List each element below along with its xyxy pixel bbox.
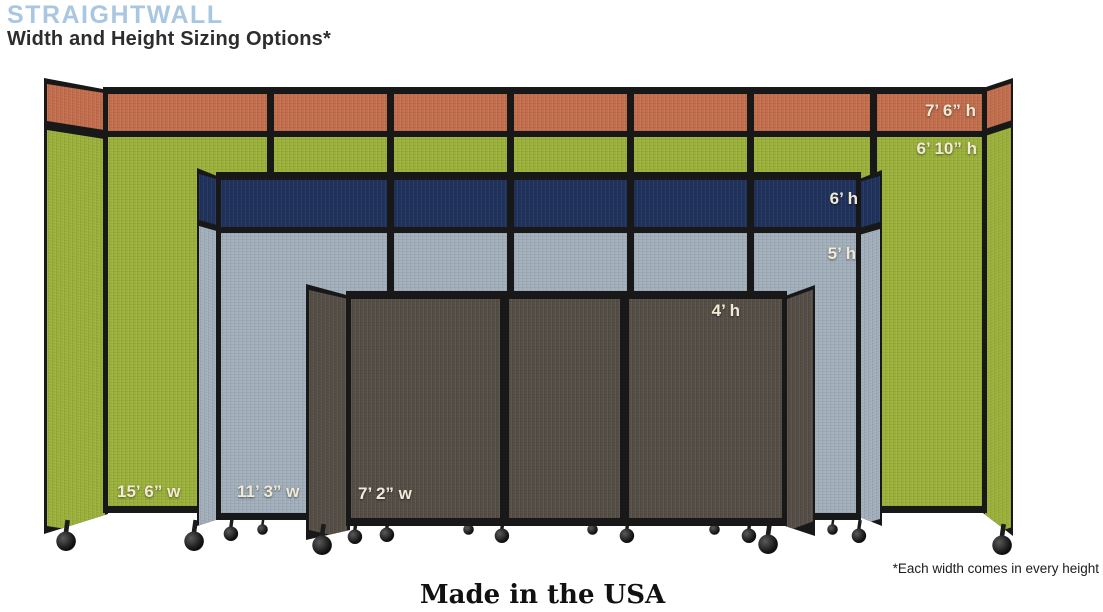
caster-wheel	[740, 519, 759, 551]
height-label-4ft: 4’ h	[711, 301, 740, 320]
caster-wheel	[346, 520, 365, 552]
partition-large-right-wing	[983, 78, 1013, 536]
caster-wheel	[990, 523, 1015, 565]
caster-wheel	[378, 518, 397, 550]
height-label-6ft10: 6’ 10” h	[916, 139, 977, 158]
width-label-7ft2: 7’ 2” w	[358, 484, 412, 503]
caster-wheel	[756, 522, 781, 564]
caster-wheel	[850, 519, 869, 551]
width-label-11ft3: 11’ 3” w	[237, 482, 300, 501]
caster-wheel	[493, 519, 512, 551]
caster-wheel	[618, 519, 637, 551]
partition-small-right-wing	[785, 285, 815, 536]
made-in-usa-label: Made in the USA	[419, 580, 666, 610]
partition-small-left-wing	[306, 284, 350, 540]
caster-wheel	[256, 517, 270, 540]
partition-medium-right-wing	[857, 170, 882, 526]
caster-wheel	[310, 523, 335, 565]
caster-wheel	[54, 519, 79, 561]
height-label-5ft: 5’ h	[827, 244, 856, 263]
height-label-7ft6: 7’ 6” h	[924, 101, 976, 120]
footnote: *Each width comes in every height	[892, 561, 1099, 576]
partition-large-left-wing	[44, 78, 108, 534]
caster-wheel	[462, 517, 476, 540]
caster-wheel	[826, 517, 840, 540]
brand-title: STRAIGHTWALL	[7, 1, 224, 29]
page-subtitle: Width and Height Sizing Options*	[7, 28, 331, 50]
caster-wheel	[708, 517, 722, 540]
partition-large-top-band	[108, 94, 982, 131]
partition-small-main-run	[346, 291, 787, 526]
partition-medium-top-band	[221, 180, 856, 227]
partition-small-body	[351, 299, 782, 518]
width-label-15ft6: 15’ 6” w	[117, 482, 181, 501]
caster-wheel	[222, 517, 241, 549]
caster-wheel	[586, 517, 600, 540]
caster-wheel	[182, 519, 207, 561]
height-label-6ft: 6’ h	[829, 189, 858, 208]
